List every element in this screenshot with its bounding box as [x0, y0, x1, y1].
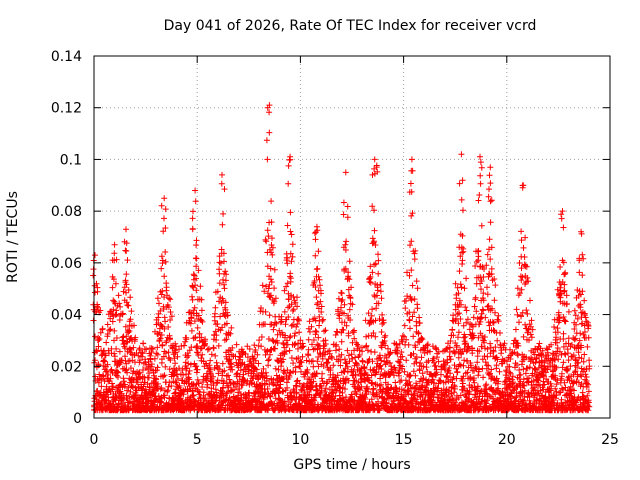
x-tick-label: 5 — [193, 432, 202, 448]
x-tick-label: 15 — [395, 432, 413, 448]
y-tick-label: 0.12 — [51, 101, 82, 117]
x-axis-label: GPS time / hours — [293, 457, 411, 473]
grid-lines — [94, 56, 610, 418]
x-tick-label: 10 — [291, 432, 309, 448]
x-tick-label: 25 — [601, 432, 619, 448]
y-tick-label: 0.14 — [51, 49, 82, 65]
y-tick-label: 0.04 — [51, 308, 82, 324]
plot-frame — [93, 55, 611, 419]
x-tick-label: 0 — [90, 432, 99, 448]
axis-ticks — [93, 55, 611, 419]
tick-labels: 0 5 10 15 20 25 0 0.02 0.04 0.06 0.08 0.1 0.12 0.14 — [51, 49, 619, 448]
y-tick-label: 0.06 — [51, 256, 82, 272]
y-tick-label: 0.08 — [51, 204, 82, 220]
y-tick-label: 0.1 — [60, 152, 82, 168]
y-tick-label: 0 — [73, 411, 82, 427]
roti-point-markers — [90, 102, 593, 414]
data-points — [90, 102, 593, 414]
x-tick-label: 20 — [498, 432, 516, 448]
y-tick-label: 0.02 — [51, 359, 82, 375]
y-axis-label: ROTI / TECUs — [5, 191, 21, 283]
chart-title: Day 041 of 2026, Rate Of TEC Index for r… — [163, 18, 537, 34]
